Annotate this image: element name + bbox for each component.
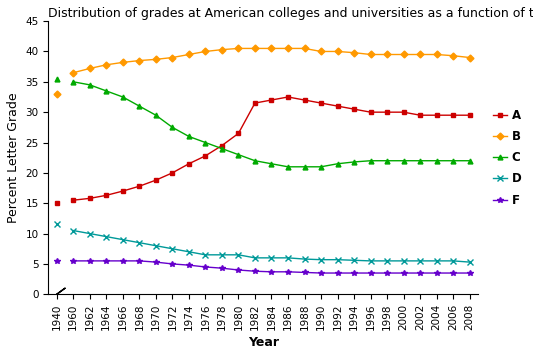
Y-axis label: Percent Letter Grade: Percent Letter Grade: [7, 92, 20, 223]
Text: Distribution of grades at American colleges and universities as a function of ti: Distribution of grades at American colle…: [49, 7, 533, 20]
X-axis label: Year: Year: [248, 336, 279, 349]
Legend: A, B, C, D, F: A, B, C, D, F: [488, 104, 526, 211]
